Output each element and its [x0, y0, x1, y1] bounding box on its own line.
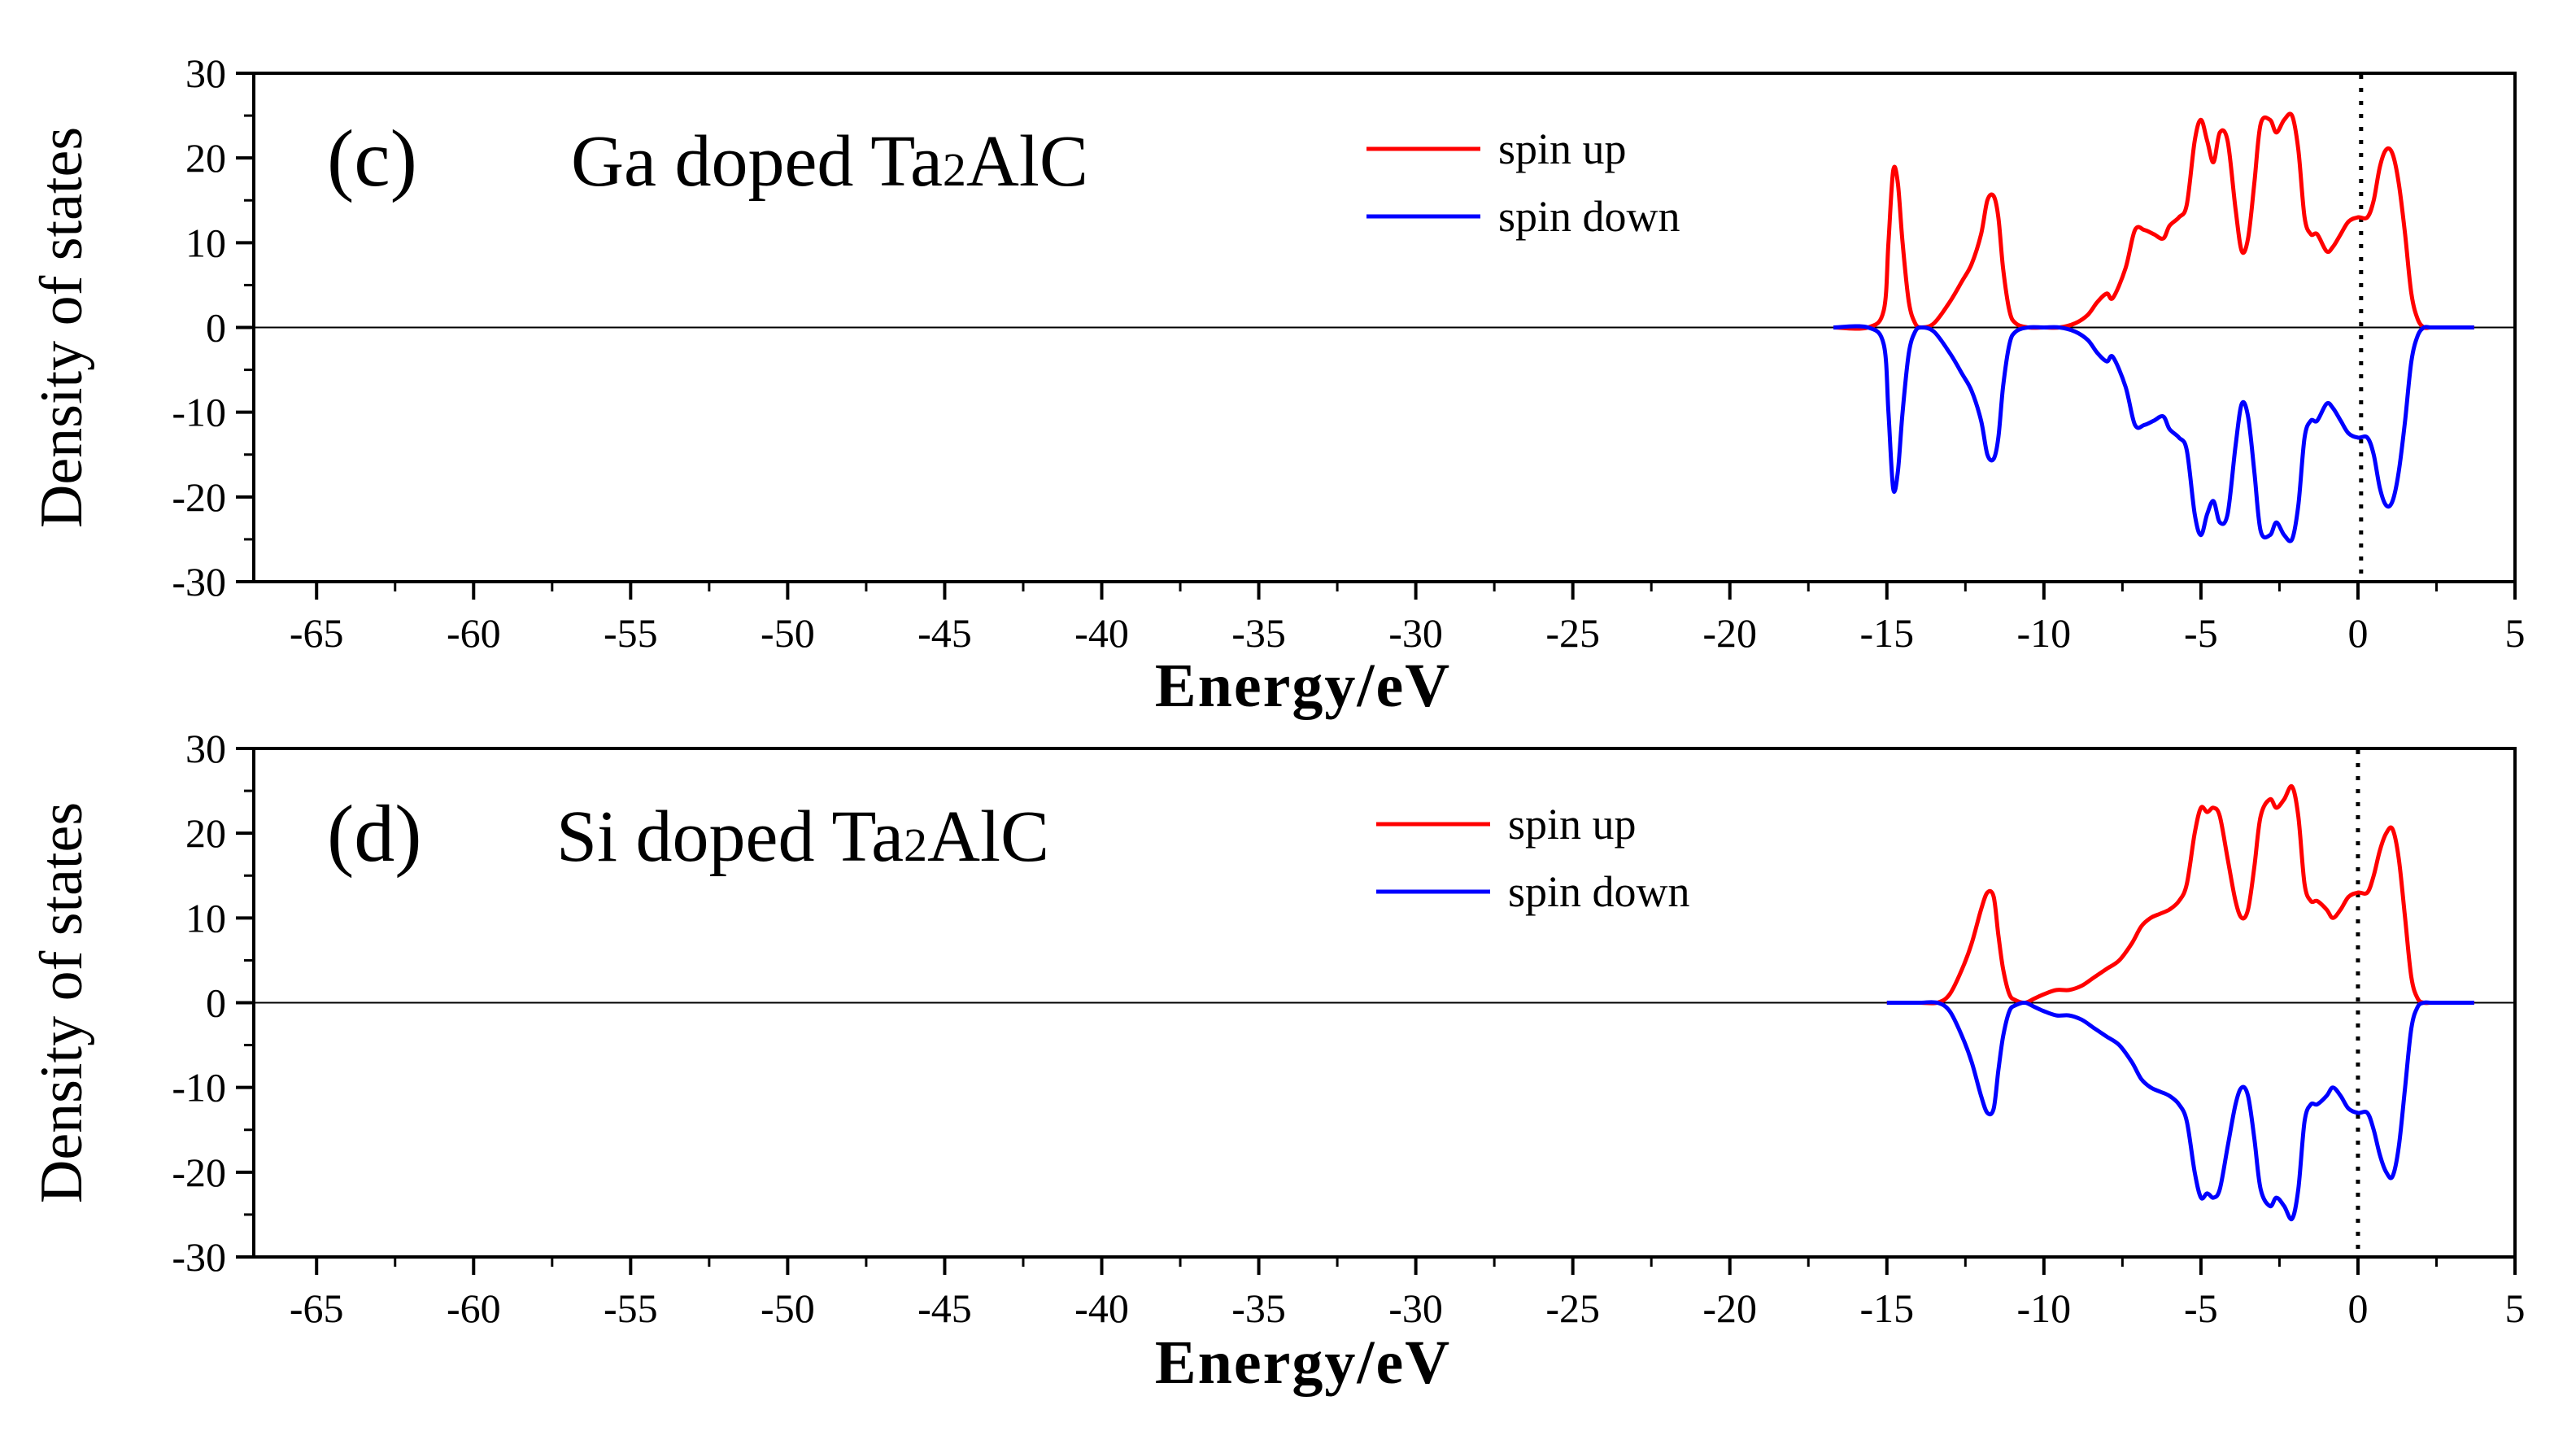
y-tick-label: 10 — [185, 895, 226, 940]
y-axis-title: Density of states — [28, 802, 95, 1203]
legend-label: spin down — [1508, 867, 1690, 916]
x-tick-label: -50 — [761, 610, 815, 656]
y-tick-label: 30 — [185, 726, 226, 771]
x-tick-label: -35 — [1231, 610, 1286, 656]
series-line-spin-up — [1886, 783, 2474, 1006]
y-tick-label: 20 — [185, 810, 226, 856]
x-tick-label: -30 — [1388, 610, 1443, 656]
series-line-spin-down — [1833, 324, 2474, 543]
y-tick-label: 30 — [185, 50, 226, 96]
x-tick-label: 0 — [2347, 610, 2368, 656]
panel-title: Ga doped Ta2AlC — [571, 121, 1088, 202]
x-tick-label: -15 — [1859, 610, 1914, 656]
y-tick-label: 0 — [206, 980, 226, 1026]
y-tick-label: -30 — [172, 559, 226, 604]
x-tick-label: -55 — [604, 610, 658, 656]
y-tick-label: -30 — [172, 1234, 226, 1280]
panel-label: (c) — [327, 113, 417, 203]
x-axis-title: Energy/eV — [1155, 1329, 1451, 1397]
x-tick-label: -10 — [2017, 610, 2072, 656]
panel-label: (d) — [327, 788, 422, 879]
y-tick-label: -20 — [172, 1150, 226, 1195]
x-tick-label: -25 — [1545, 610, 1600, 656]
x-tick-label: 5 — [2505, 610, 2526, 656]
x-tick-label: -30 — [1388, 1285, 1443, 1331]
y-tick-label: -20 — [172, 474, 226, 520]
legend-label: spin up — [1498, 124, 1627, 173]
x-axis-title: Energy/eV — [1155, 652, 1451, 720]
y-tick-label: -10 — [172, 1065, 226, 1111]
x-tick-label: -60 — [447, 1285, 501, 1331]
panel-title: Si doped Ta2AlC — [556, 796, 1049, 877]
y-tick-label: 0 — [206, 305, 226, 351]
y-tick-label: -10 — [172, 390, 226, 435]
series-line-spin-up — [1833, 111, 2474, 331]
x-tick-label: -25 — [1545, 1285, 1600, 1331]
x-tick-label: -45 — [918, 1285, 972, 1331]
x-tick-label: -50 — [761, 1285, 815, 1331]
x-tick-label: -45 — [918, 610, 972, 656]
x-tick-label: -65 — [290, 1285, 344, 1331]
x-tick-label: -40 — [1074, 1285, 1129, 1331]
x-tick-label: -15 — [1859, 1285, 1914, 1331]
series-line-spin-down — [1886, 1000, 2474, 1222]
x-tick-label: -5 — [2184, 1285, 2218, 1331]
dos-panel-d: -65 -60 -55 -50 -45 -40 -35 -30 -25 -20 -15 -10 -5 0 5… — [28, 726, 2526, 1397]
y-axis-title: Density of states — [28, 127, 95, 528]
dos-panel-c: -65 -60 -55 -50 -45 -40 -35 -30 -25 -20 -15 -10 -5 0 5… — [28, 50, 2526, 720]
x-tick-label: 5 — [2505, 1285, 2526, 1331]
x-tick-label: 0 — [2347, 1285, 2368, 1331]
x-tick-label: -60 — [447, 610, 501, 656]
legend-label: spin up — [1508, 800, 1637, 849]
x-tick-label: -35 — [1231, 1285, 1286, 1331]
y-tick-label: 20 — [185, 135, 226, 181]
x-tick-label: -10 — [2017, 1285, 2072, 1331]
y-tick-label: 10 — [185, 220, 226, 265]
x-tick-label: -55 — [604, 1285, 658, 1331]
x-tick-label: -5 — [2184, 610, 2218, 656]
x-tick-label: -20 — [1702, 1285, 1757, 1331]
x-tick-label: -40 — [1074, 610, 1129, 656]
x-tick-label: -20 — [1702, 610, 1757, 656]
x-tick-label: -65 — [290, 610, 344, 656]
legend-label: spin down — [1498, 192, 1680, 241]
